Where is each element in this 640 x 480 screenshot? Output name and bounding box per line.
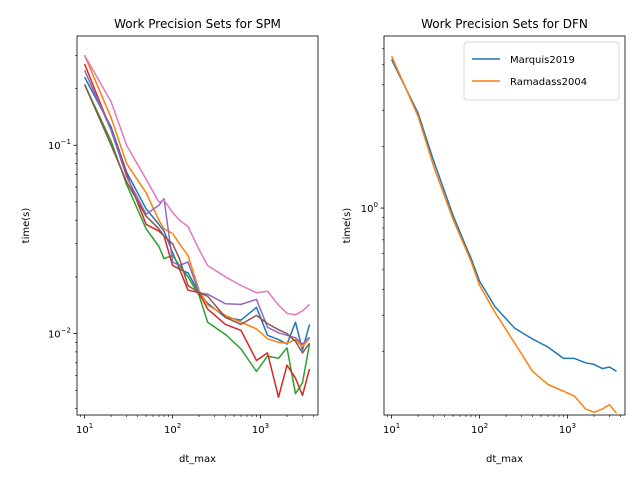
series-line-6: [83, 84, 311, 354]
series-line-4: [83, 63, 311, 398]
x-tick-label-exponent: 2: [177, 422, 181, 430]
x-tick-label-exponent: 3: [265, 422, 269, 430]
plot-frame: [76, 35, 319, 416]
legend-label: Marquis2019: [510, 55, 575, 66]
x-tick-label-exponent: 1: [89, 422, 93, 430]
x-tick-label: 101: [383, 422, 400, 436]
series-line-5: [83, 69, 311, 345]
legend: Marquis2019 Ramadass2004: [463, 41, 620, 101]
y-tick-label-base: 10: [48, 141, 61, 152]
y-axis-label: time(s): [21, 208, 32, 244]
x-tick-label: 102: [164, 422, 181, 436]
series-line-7: [83, 54, 311, 316]
x-tick-label: 102: [471, 422, 488, 436]
y-tick-label-base: 10: [48, 330, 61, 341]
x-tick-label-base: 10: [559, 425, 572, 436]
series-line-ramadass2004: [390, 55, 618, 414]
y-tick-label: 100: [361, 201, 378, 215]
x-tick-label-base: 10: [164, 425, 177, 436]
x-tick-label-exponent: 2: [484, 422, 488, 430]
chart-title: Work Precision Sets for SPM: [114, 17, 281, 31]
x-tick-label-base: 10: [471, 425, 484, 436]
x-tick-label: 103: [559, 422, 576, 436]
series-line-1: [83, 76, 311, 351]
x-tick-label-exponent: 3: [572, 422, 576, 430]
x-axis-label: dt_max: [486, 454, 523, 465]
y-tick-label-base: 10: [361, 204, 374, 215]
x-tick-label-base: 10: [383, 425, 396, 436]
y-axis-label: time(s): [342, 208, 353, 244]
series-line-2: [83, 55, 311, 348]
x-tick-label-base: 10: [252, 425, 265, 436]
y-tick-label-exponent: 0: [374, 201, 378, 209]
x-axis-label: dt_max: [179, 454, 216, 465]
y-tick-label-exponent: −1: [61, 138, 71, 146]
series-line-marquis2019: [390, 59, 617, 372]
chart-title: Work Precision Sets for DFN: [421, 17, 588, 31]
x-tick-label: 101: [76, 422, 93, 436]
y-tick-label-exponent: −2: [61, 327, 71, 335]
legend-label: Ramadass2004: [510, 77, 587, 88]
series-line-3: [83, 84, 311, 395]
y-tick-label: 10−2: [48, 327, 71, 341]
plot-frame: [383, 35, 626, 416]
x-tick-label-base: 10: [76, 425, 89, 436]
y-tick-label: 10−1: [48, 138, 71, 152]
x-tick-label: 103: [252, 422, 269, 436]
x-tick-label-exponent: 1: [396, 422, 400, 430]
legend-box: [463, 41, 620, 101]
